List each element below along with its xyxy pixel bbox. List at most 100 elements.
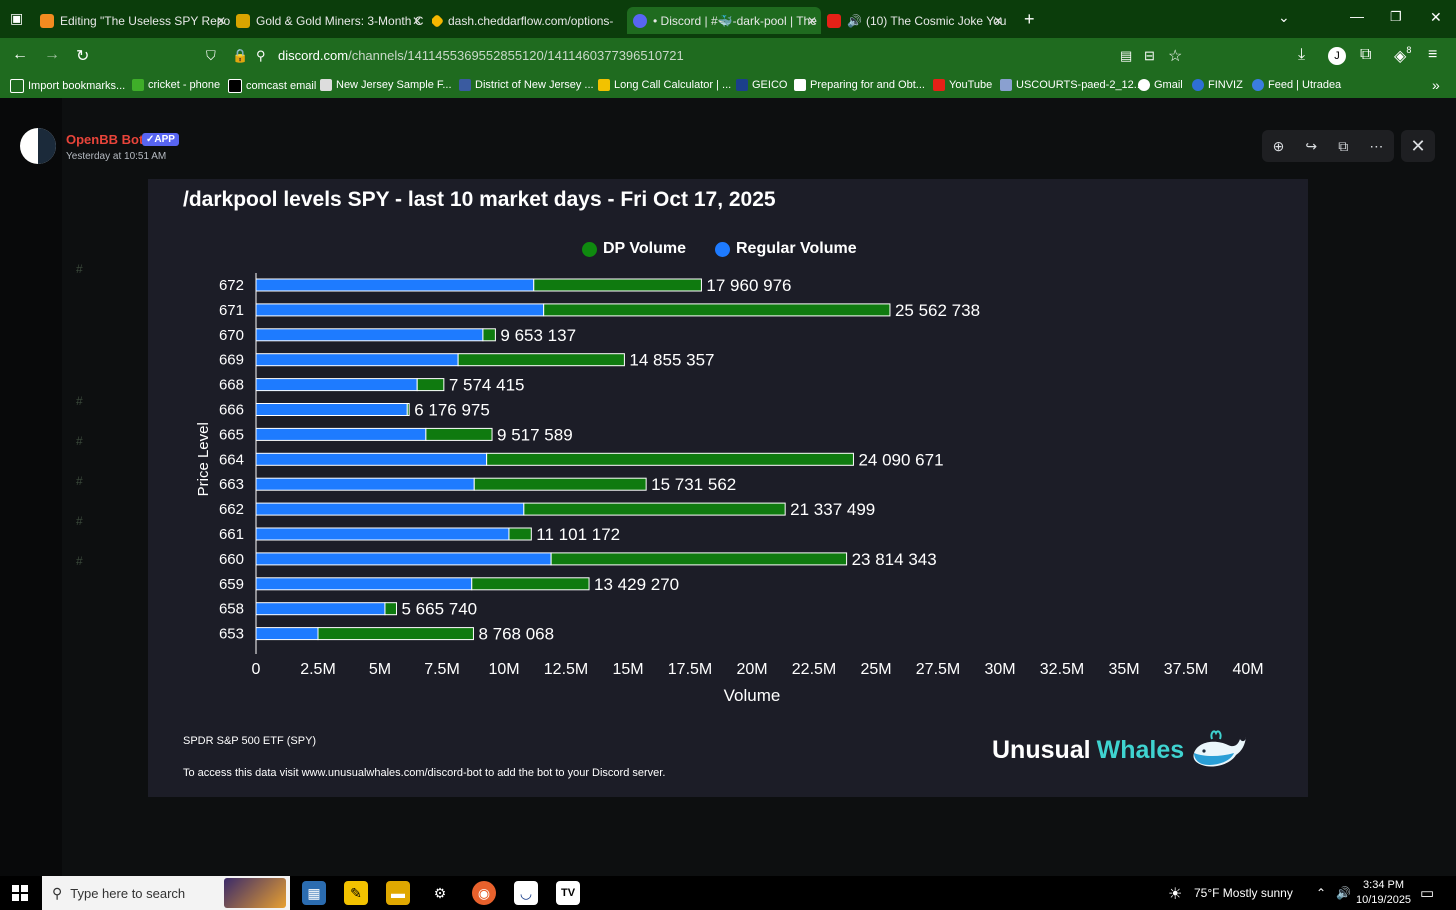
account-avatar-icon[interactable]: J bbox=[1328, 47, 1346, 65]
bar-dp-volume bbox=[473, 477, 647, 491]
new-tab-button[interactable]: + bbox=[1024, 9, 1035, 29]
bookmark-long-call[interactable]: Long Call Calculator | ... bbox=[598, 79, 731, 91]
channel-list-ghost: # bbox=[76, 262, 83, 276]
close-tab-icon[interactable]: ✕ bbox=[215, 13, 226, 28]
close-tab-icon[interactable]: ✕ bbox=[806, 13, 817, 28]
bookmark-uscourts[interactable]: USCOURTS-paed-2_12... bbox=[1000, 79, 1143, 91]
bar-regular-volume bbox=[255, 527, 510, 541]
bookmark-cricket[interactable]: cricket - phone bbox=[132, 79, 220, 91]
tray-chevron-up-icon[interactable]: ⌃ bbox=[1316, 886, 1327, 900]
bookmark-star-icon[interactable]: ☆ bbox=[1168, 48, 1183, 65]
bookmark-nj-sample[interactable]: New Jersey Sample F... bbox=[320, 79, 452, 91]
forward-share-icon[interactable]: ↪ bbox=[1305, 137, 1318, 154]
calculator-app-icon[interactable]: ▦ bbox=[302, 881, 326, 905]
chart-site-icon bbox=[236, 13, 250, 28]
google-icon bbox=[1138, 79, 1150, 91]
x-tick-label: 0 bbox=[252, 661, 261, 678]
bar-dp-volume bbox=[508, 527, 532, 541]
tab-list-chevron-icon[interactable]: ⌄ bbox=[1278, 9, 1290, 25]
bot-avatar[interactable] bbox=[20, 128, 56, 164]
legend-swatch-regular bbox=[715, 241, 730, 257]
youtube-icon bbox=[827, 13, 841, 28]
bookmark-preparing[interactable]: Preparing for and Obt... bbox=[794, 79, 925, 91]
message-timestamp: Yesterday at 10:51 AM bbox=[66, 151, 167, 162]
lock-icon[interactable]: 🔒 bbox=[232, 48, 249, 63]
bar-regular-volume bbox=[255, 328, 484, 342]
tab-discord[interactable]: • Discord | #🐳-dark-pool | The ✕ bbox=[627, 7, 821, 34]
tab-gold-miners[interactable]: Gold & Gold Miners: 3-Month C ✕ bbox=[236, 7, 426, 34]
bar-dp-volume bbox=[406, 403, 410, 416]
tab-cheddarflow[interactable]: dash.cheddarflow.com/options- bbox=[432, 7, 622, 34]
picture-in-picture-icon[interactable]: ▤ bbox=[1120, 48, 1133, 63]
unusual-whales-logo: Unusual Whales bbox=[992, 727, 1248, 773]
downloads-icon[interactable]: ⤓ bbox=[1298, 46, 1306, 63]
bookmark-youtube[interactable]: YouTube bbox=[933, 79, 992, 91]
bar-total-label: 15 731 562 bbox=[651, 475, 736, 494]
pdf-icon bbox=[1000, 79, 1012, 91]
bar-regular-volume bbox=[255, 602, 386, 616]
close-tab-icon[interactable]: ✕ bbox=[992, 13, 1003, 28]
bookmark-utradea[interactable]: Feed | Utradea bbox=[1252, 79, 1341, 91]
weather-icon[interactable]: ☀ bbox=[1168, 886, 1183, 903]
restore-button[interactable]: ❐ bbox=[1390, 9, 1402, 24]
reload-icon[interactable]: ↻ bbox=[76, 48, 90, 65]
extension-badge-icon[interactable]: ◈8 bbox=[1394, 45, 1412, 65]
open-external-icon[interactable]: ⧉ bbox=[1338, 137, 1349, 154]
cheddarflow-icon bbox=[432, 13, 445, 28]
bookmark-finviz[interactable]: FINVIZ bbox=[1192, 79, 1243, 91]
y-tick-label: 672 bbox=[219, 277, 244, 294]
windows-start-icon[interactable] bbox=[12, 885, 28, 901]
bar-regular-volume bbox=[255, 403, 408, 416]
menu-hamburger-icon[interactable]: ≡ bbox=[1428, 46, 1438, 63]
bar-dp-volume bbox=[457, 353, 625, 367]
sticky-notes-app-icon[interactable]: ✎ bbox=[344, 881, 368, 905]
x-tick-label: 25M bbox=[860, 661, 891, 678]
y-tick-label: 664 bbox=[219, 451, 244, 468]
bookmark-gmail[interactable]: Gmail bbox=[1138, 79, 1183, 91]
tab-youtube[interactable]: 🔊 (10) The Cosmic Joke You S ✕ bbox=[827, 7, 1007, 34]
save-to-pocket-icon[interactable]: ⊟ bbox=[1144, 48, 1155, 63]
y-tick-label: 666 bbox=[219, 402, 244, 419]
back-arrow-icon[interactable]: ← bbox=[12, 46, 28, 63]
bar-total-label: 11 101 172 bbox=[536, 525, 620, 544]
tab-overview-icon[interactable]: ▣ bbox=[10, 10, 24, 26]
app-icon[interactable]: ◡ bbox=[514, 881, 538, 905]
weather-text[interactable]: 75°F Mostly sunny bbox=[1194, 886, 1293, 900]
x-tick-label: 5M bbox=[369, 661, 391, 678]
settings-gear-icon[interactable]: ⚙ bbox=[433, 884, 447, 901]
more-options-icon[interactable]: ⋯ bbox=[1369, 137, 1384, 154]
app-badge: ✓APP bbox=[142, 133, 179, 146]
zoom-icon[interactable]: ⊕ bbox=[1272, 137, 1285, 154]
bookmark-district-nj[interactable]: District of New Jersey ... bbox=[459, 79, 594, 91]
y-tick-label: 665 bbox=[219, 426, 244, 443]
channel-list-ghost: # bbox=[76, 434, 83, 448]
bar-dp-volume bbox=[486, 452, 854, 466]
volume-icon[interactable]: 🔊 bbox=[1336, 886, 1351, 900]
file-explorer-icon[interactable]: ▬ bbox=[386, 881, 410, 905]
notifications-icon[interactable]: ▭ bbox=[1420, 885, 1435, 902]
close-viewer-button[interactable]: ✕ bbox=[1401, 130, 1435, 162]
taskbar-clock[interactable]: 3:34 PM 10/19/2025 bbox=[1356, 879, 1412, 906]
taskbar-search-input[interactable]: ⚲ Type here to search bbox=[42, 876, 290, 910]
site-info-icon[interactable]: ⛉ bbox=[206, 48, 216, 63]
y-tick-label: 653 bbox=[219, 626, 244, 643]
url-field[interactable]: discord.com/channels/1411455369552855120… bbox=[278, 48, 684, 63]
tab-editing-report[interactable]: Editing "The Useless SPY Report ✕ bbox=[40, 7, 230, 34]
forward-arrow-icon[interactable]: → bbox=[44, 46, 60, 63]
bookmark-import[interactable]: Import bookmarks... bbox=[10, 79, 125, 93]
minimize-button[interactable]: — bbox=[1350, 8, 1364, 24]
ada-icon bbox=[794, 79, 806, 91]
bookmark-comcast[interactable]: comcast email bbox=[228, 79, 316, 93]
x-tick-label: 12.5M bbox=[544, 661, 588, 678]
firefox-icon[interactable]: ◉ bbox=[472, 881, 496, 905]
bookmark-geico[interactable]: GEICO bbox=[736, 79, 787, 91]
permissions-icon[interactable]: ⚲ bbox=[256, 48, 266, 63]
close-window-button[interactable]: ✕ bbox=[1430, 9, 1442, 25]
close-tab-icon[interactable]: ✕ bbox=[411, 13, 422, 28]
more-bookmarks-chevron-icon[interactable]: » bbox=[1432, 77, 1440, 93]
tradingview-icon[interactable]: TV bbox=[556, 881, 580, 905]
extensions-puzzle-icon[interactable]: ⧉ bbox=[1360, 46, 1372, 63]
bot-name[interactable]: OpenBB Bot bbox=[66, 132, 144, 147]
bar-total-label: 8 768 068 bbox=[478, 625, 554, 644]
courthouse-icon bbox=[459, 79, 471, 91]
